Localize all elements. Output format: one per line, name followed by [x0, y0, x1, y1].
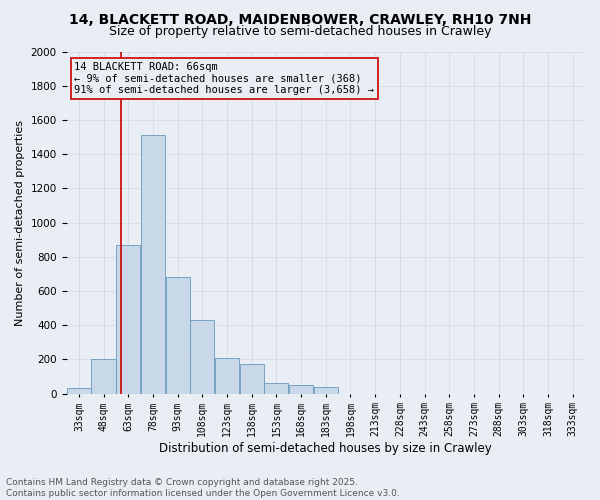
- Bar: [239, 364, 264, 394]
- Bar: [91, 360, 116, 394]
- Bar: [215, 358, 239, 394]
- Bar: [289, 385, 313, 394]
- Bar: [166, 278, 190, 394]
- X-axis label: Distribution of semi-detached houses by size in Crawley: Distribution of semi-detached houses by …: [160, 442, 492, 455]
- Bar: [141, 136, 165, 394]
- Bar: [67, 388, 91, 394]
- Text: 14 BLACKETT ROAD: 66sqm
← 9% of semi-detached houses are smaller (368)
91% of se: 14 BLACKETT ROAD: 66sqm ← 9% of semi-det…: [74, 62, 374, 95]
- Bar: [264, 384, 289, 394]
- Bar: [314, 386, 338, 394]
- Bar: [116, 245, 140, 394]
- Text: 14, BLACKETT ROAD, MAIDENBOWER, CRAWLEY, RH10 7NH: 14, BLACKETT ROAD, MAIDENBOWER, CRAWLEY,…: [69, 12, 531, 26]
- Y-axis label: Number of semi-detached properties: Number of semi-detached properties: [15, 120, 25, 326]
- Text: Contains HM Land Registry data © Crown copyright and database right 2025.
Contai: Contains HM Land Registry data © Crown c…: [6, 478, 400, 498]
- Bar: [190, 320, 214, 394]
- Text: Size of property relative to semi-detached houses in Crawley: Size of property relative to semi-detach…: [109, 25, 491, 38]
